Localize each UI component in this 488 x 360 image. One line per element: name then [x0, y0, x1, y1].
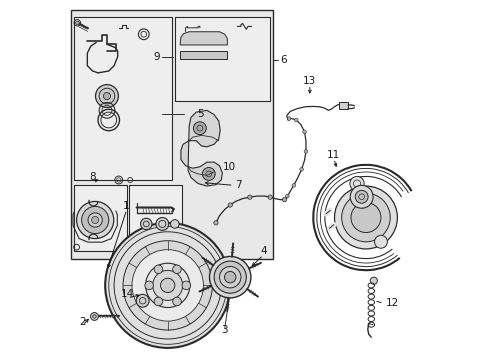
Circle shape	[136, 294, 149, 307]
Circle shape	[349, 176, 364, 191]
Text: 1: 1	[123, 201, 130, 211]
Text: 8: 8	[89, 172, 96, 183]
Circle shape	[103, 93, 110, 100]
Circle shape	[304, 150, 307, 153]
Text: 3: 3	[221, 325, 228, 335]
Circle shape	[354, 190, 367, 203]
Circle shape	[369, 277, 377, 284]
Circle shape	[209, 256, 250, 298]
Circle shape	[145, 263, 189, 307]
Circle shape	[123, 241, 212, 330]
Circle shape	[132, 249, 203, 321]
Bar	[74, 18, 172, 180]
Circle shape	[152, 270, 183, 300]
Bar	[339, 102, 347, 109]
Circle shape	[77, 202, 114, 239]
Circle shape	[144, 281, 153, 290]
Circle shape	[170, 220, 179, 228]
Circle shape	[154, 265, 163, 274]
Circle shape	[341, 193, 389, 242]
Text: 12: 12	[385, 298, 398, 308]
Bar	[129, 185, 182, 251]
Circle shape	[267, 195, 272, 199]
Text: 14: 14	[121, 289, 134, 299]
Text: 11: 11	[326, 150, 340, 160]
Circle shape	[287, 117, 290, 120]
Circle shape	[214, 261, 246, 293]
Circle shape	[334, 186, 397, 249]
Circle shape	[224, 271, 235, 283]
Circle shape	[99, 88, 115, 104]
Circle shape	[172, 297, 181, 306]
Circle shape	[91, 216, 99, 224]
Circle shape	[299, 167, 303, 171]
Circle shape	[90, 312, 98, 320]
Circle shape	[193, 122, 206, 135]
Circle shape	[291, 184, 295, 187]
Circle shape	[172, 265, 181, 274]
Text: 4: 4	[260, 247, 266, 256]
Text: 6: 6	[280, 55, 286, 65]
Circle shape	[350, 203, 380, 233]
Circle shape	[182, 281, 190, 290]
Bar	[175, 18, 269, 102]
Circle shape	[285, 194, 288, 198]
Circle shape	[219, 266, 241, 288]
Circle shape	[374, 235, 386, 248]
Circle shape	[75, 21, 79, 24]
Circle shape	[88, 213, 102, 227]
Circle shape	[154, 297, 163, 306]
Bar	[71, 10, 272, 258]
Circle shape	[202, 167, 215, 180]
Polygon shape	[180, 32, 227, 45]
Text: 10: 10	[223, 162, 236, 172]
Circle shape	[294, 118, 298, 122]
Circle shape	[349, 185, 372, 208]
Circle shape	[213, 221, 218, 225]
Text: 5: 5	[197, 109, 203, 119]
Text: 9: 9	[153, 52, 160, 62]
Circle shape	[93, 315, 96, 318]
Circle shape	[81, 206, 108, 234]
Text: 7: 7	[235, 180, 242, 190]
Circle shape	[95, 85, 118, 108]
Text: 13: 13	[303, 76, 316, 86]
Circle shape	[160, 278, 175, 293]
Circle shape	[282, 198, 286, 202]
Polygon shape	[180, 51, 227, 59]
Circle shape	[227, 203, 232, 207]
Bar	[74, 185, 126, 251]
Polygon shape	[181, 111, 222, 186]
Circle shape	[140, 218, 152, 230]
Circle shape	[247, 195, 251, 199]
Circle shape	[302, 130, 305, 134]
Text: 2: 2	[79, 317, 86, 327]
Circle shape	[105, 223, 230, 348]
Circle shape	[156, 217, 168, 230]
